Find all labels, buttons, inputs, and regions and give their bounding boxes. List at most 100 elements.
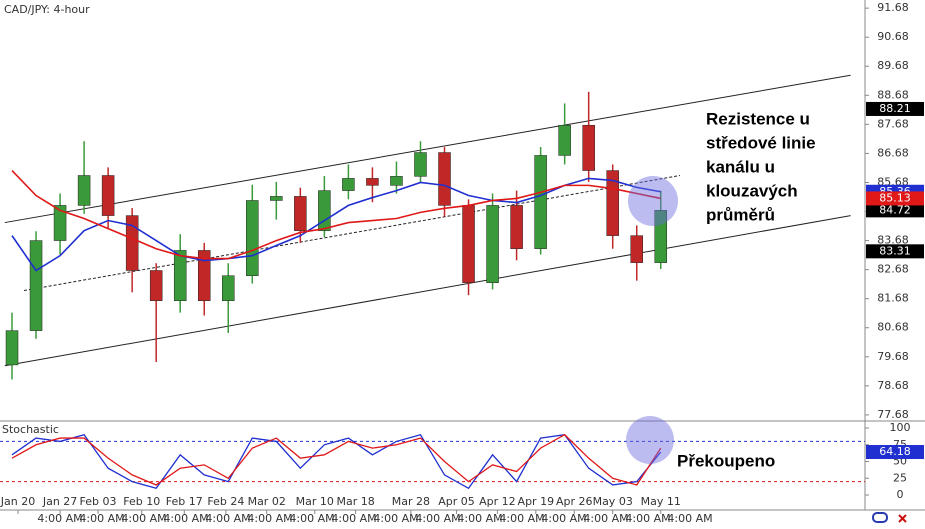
candle-body: [125, 215, 139, 271]
x-tick-label: Feb 03: [80, 495, 117, 508]
highlight-circle: [626, 416, 674, 464]
candle-body: [222, 275, 235, 301]
trendline: [4, 215, 851, 367]
candle-body: [390, 176, 403, 186]
x-tick-label: Mar 28: [392, 495, 430, 508]
candle-body: [342, 178, 355, 191]
x-tick-label: Feb 17: [166, 495, 203, 508]
y-tick-label: 91.68: [877, 1, 909, 14]
stochastic-line: [11, 433, 662, 490]
price-marker-bg: [866, 203, 924, 218]
y-tick-label: 87.68: [877, 117, 909, 130]
x-tick-label: May 03: [593, 495, 633, 508]
candle-body: [77, 175, 91, 206]
moving-average: [11, 177, 661, 272]
y-tick-label: 25: [893, 471, 907, 484]
x-tick-label: May 11: [641, 495, 681, 508]
price-marker: 88.21: [879, 102, 911, 115]
y-tick-label: 88.68: [877, 88, 909, 101]
x-tick-label: Apr 12: [479, 495, 516, 508]
time-label: 4:00 AM: [205, 512, 250, 525]
price-marker-bg: [866, 244, 924, 259]
title-bg: [1, 2, 93, 17]
x-tick-label: Feb 24: [207, 495, 244, 508]
y-tick-label: 100: [890, 421, 911, 434]
time-label: 4:00 AM: [79, 512, 124, 525]
trendline: [23, 174, 681, 292]
time-label: 4:00 AM: [373, 512, 418, 525]
y-tick-label: 78.68: [877, 379, 909, 392]
x-tick-label: Jan 27: [42, 495, 77, 508]
x-tick-label: Apr 05: [438, 495, 475, 508]
x-tick-label: Mar 10: [296, 495, 334, 508]
highlight-circle: [628, 176, 678, 226]
time-label: 4:00 AM: [541, 512, 586, 525]
candle-body: [246, 200, 259, 276]
x-tick-label: Jan 20: [0, 495, 35, 508]
link-icon[interactable]: [872, 512, 888, 523]
candle-body: [582, 124, 595, 171]
time-label: 4:00 AM: [247, 512, 292, 525]
candle-body: [606, 170, 619, 236]
time-label: 4:00 AM: [457, 512, 502, 525]
y-tick-label: 77.68: [877, 408, 909, 421]
candle-body: [149, 270, 163, 301]
time-label: 4:00 AM: [499, 512, 544, 525]
candle-body: [197, 250, 211, 301]
time-label: 4:00 AM: [667, 512, 712, 525]
y-tick-label: 80.68: [877, 321, 909, 334]
annotation: klouzavých: [706, 181, 798, 200]
x-tick-label: Mar 02: [248, 495, 286, 508]
time-label: 4:00 AM: [583, 512, 628, 525]
stoch-title-bg: [1, 423, 59, 436]
candle-body: [53, 205, 67, 241]
candle-body: [510, 205, 523, 249]
price-marker-bg: [866, 101, 924, 116]
time-label: 4:00 AM: [37, 512, 82, 525]
time-label: 4:00 AM: [163, 512, 208, 525]
candle-body: [101, 175, 115, 216]
y-tick-label: 82.68: [877, 263, 909, 276]
candle-body: [558, 124, 571, 156]
time-label: 4:00 AM: [415, 512, 460, 525]
moving-average: [11, 169, 661, 260]
y-tick-label: 86.68: [877, 146, 909, 159]
trendline: [4, 74, 851, 224]
x-tick-label: Feb 10: [123, 495, 160, 508]
candle-body: [29, 240, 43, 331]
y-tick-label: 81.68: [877, 292, 909, 305]
candle-body: [270, 196, 283, 201]
price-marker-bg: [866, 191, 924, 206]
time-label: 4:00 AM: [331, 512, 376, 525]
price-marker: 83.31: [879, 244, 911, 257]
y-tick-label: 83.68: [877, 234, 909, 247]
toolbar-icons: [872, 512, 907, 523]
time-label: 4:00 AM: [625, 512, 670, 525]
candle-body: [294, 196, 307, 231]
time-label: 4:00 AM: [121, 512, 166, 525]
annotation: Rezistence u: [706, 109, 810, 128]
price-marker: 84.72: [879, 203, 911, 216]
close-icon[interactable]: [898, 514, 907, 523]
value-marker-bg: [866, 445, 924, 460]
candle-body: [630, 235, 643, 263]
candle-body: [654, 210, 668, 263]
x-tick-label: Apr 26: [556, 495, 593, 508]
candle-body: [5, 330, 19, 366]
candle-body: [438, 152, 451, 206]
x-tick-label: Mar 18: [336, 495, 374, 508]
candle-body: [534, 155, 547, 249]
y-tick-label: 90.68: [877, 30, 909, 43]
candle-body: [462, 205, 475, 283]
candle-body: [366, 178, 379, 186]
candle-body: [486, 205, 499, 283]
annotation: kanálu u: [706, 157, 775, 176]
x-tick-label: Apr 19: [518, 495, 555, 508]
y-tick-label: 79.68: [877, 350, 909, 363]
time-label: 4:00 AM: [289, 512, 334, 525]
annotation: průměrů: [706, 205, 775, 224]
annotation: středové linie: [706, 133, 816, 152]
stoch-title: Stochastic: [2, 423, 59, 436]
chart-title: CAD/JPY: 4-hour: [4, 3, 90, 16]
candle-body: [414, 152, 427, 177]
